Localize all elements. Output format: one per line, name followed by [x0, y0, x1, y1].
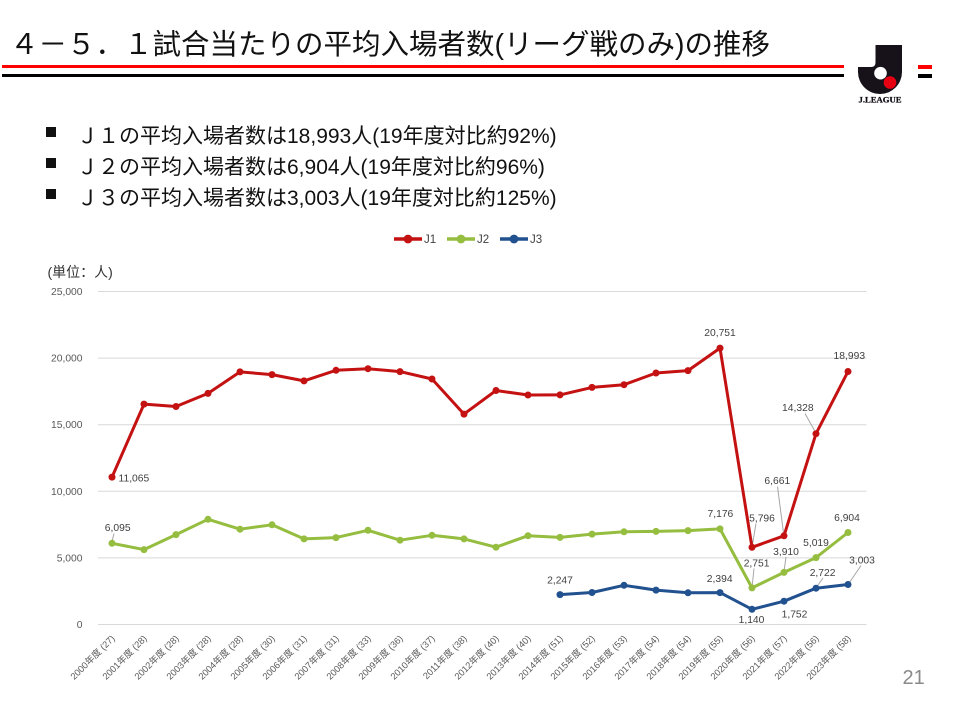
svg-text:20,000: 20,000 [51, 354, 83, 365]
svg-text:11,065: 11,065 [119, 474, 150, 485]
svg-text:3,003: 3,003 [849, 556, 875, 567]
svg-text:1,752: 1,752 [782, 610, 808, 621]
svg-text:7,176: 7,176 [708, 509, 734, 520]
svg-text:2,751: 2,751 [744, 559, 770, 570]
svg-text:2,247: 2,247 [547, 576, 573, 587]
svg-text:18,993: 18,993 [834, 351, 866, 362]
svg-text:6,904: 6,904 [834, 513, 860, 524]
svg-text:5,019: 5,019 [803, 538, 829, 549]
svg-text:J.LEAGUE: J.LEAGUE [859, 96, 902, 105]
svg-text:2,394: 2,394 [707, 574, 733, 585]
svg-text:6,661: 6,661 [764, 476, 790, 487]
svg-text:3,910: 3,910 [773, 547, 799, 558]
svg-text:10,000: 10,000 [51, 487, 83, 498]
svg-text:20,751: 20,751 [704, 328, 736, 339]
svg-text:J2: J2 [477, 234, 489, 246]
svg-text:5,796: 5,796 [749, 514, 775, 525]
svg-text:6,095: 6,095 [105, 523, 131, 534]
svg-text:J3: J3 [530, 234, 542, 246]
svg-text:2,722: 2,722 [810, 568, 836, 579]
svg-text:0: 0 [77, 620, 83, 631]
svg-text:14,328: 14,328 [782, 403, 814, 414]
svg-text:J1: J1 [424, 234, 436, 246]
svg-text:5,000: 5,000 [57, 553, 83, 564]
svg-text:25,000: 25,000 [51, 287, 83, 298]
svg-text:15,000: 15,000 [51, 420, 83, 431]
svg-text:1,140: 1,140 [739, 615, 765, 626]
